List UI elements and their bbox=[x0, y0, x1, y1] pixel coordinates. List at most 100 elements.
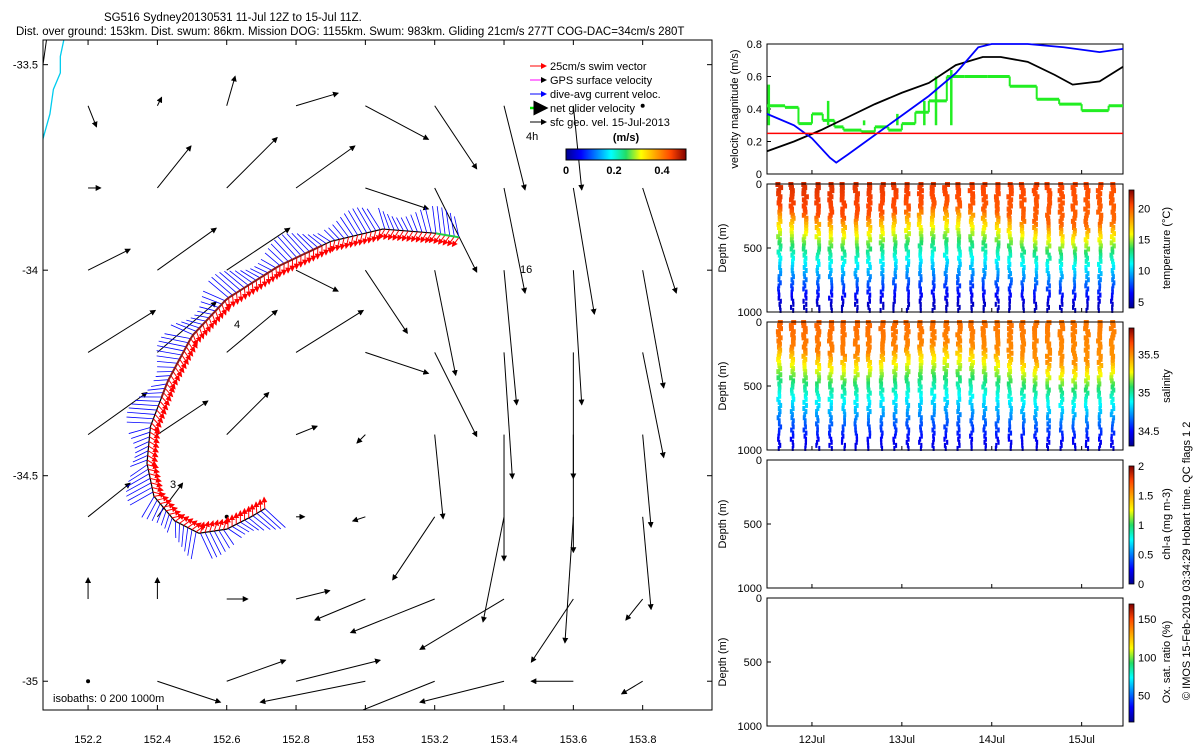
dac-vector bbox=[153, 379, 169, 382]
profile-sample bbox=[777, 295, 780, 301]
profile-sample bbox=[932, 424, 936, 430]
profile-sample bbox=[815, 268, 819, 274]
dac-vector bbox=[131, 403, 159, 407]
profile-sample bbox=[1084, 384, 1089, 390]
profile-sample bbox=[802, 271, 806, 277]
profile-sample bbox=[779, 304, 782, 310]
profile-sample bbox=[867, 323, 873, 329]
profile-sample bbox=[840, 350, 845, 356]
profile-sample bbox=[905, 271, 909, 277]
profile-sample bbox=[816, 424, 819, 430]
profile-sample bbox=[789, 363, 794, 369]
swim-vector bbox=[265, 272, 272, 285]
profile-sample bbox=[1087, 445, 1090, 451]
map-xtick-label: 153.8 bbox=[629, 734, 657, 746]
profile-sample bbox=[828, 264, 832, 270]
profile-sample bbox=[970, 194, 976, 200]
profile-sample bbox=[779, 307, 782, 313]
profile-sample bbox=[970, 274, 974, 280]
profile-sample bbox=[968, 206, 973, 212]
profile-sample bbox=[918, 225, 923, 231]
swim-vector bbox=[160, 499, 172, 506]
profile-sample bbox=[1058, 304, 1062, 310]
vel-ytick-label: 0.8 bbox=[747, 39, 762, 51]
profile-sample bbox=[931, 203, 936, 209]
profile-sample bbox=[814, 191, 820, 197]
profile-sample bbox=[855, 356, 860, 362]
profile-sample bbox=[1072, 243, 1076, 249]
profile-sample bbox=[814, 323, 820, 329]
profile-sample bbox=[1022, 301, 1025, 307]
profile-sample bbox=[1085, 439, 1088, 445]
profile-sample bbox=[804, 396, 808, 402]
profile-sample bbox=[866, 406, 870, 412]
profile-sample bbox=[997, 415, 1000, 421]
profile-sample bbox=[1060, 212, 1065, 218]
profile-sample bbox=[1097, 237, 1102, 243]
profile-sample bbox=[879, 424, 883, 430]
profile-sample bbox=[1021, 283, 1024, 289]
profile-sample bbox=[1084, 280, 1088, 286]
profile-sample bbox=[1009, 442, 1012, 448]
profile-sample bbox=[967, 188, 973, 194]
profile-sample bbox=[956, 421, 959, 427]
profile-sample bbox=[776, 353, 781, 359]
profile-sample bbox=[931, 237, 935, 243]
profile-sample bbox=[865, 332, 871, 338]
profile-sample bbox=[983, 353, 988, 359]
swim-vector bbox=[221, 303, 227, 316]
profile-sample bbox=[932, 396, 936, 402]
profile-sample bbox=[1083, 402, 1088, 408]
profile-sample bbox=[1059, 445, 1062, 451]
swim-vector bbox=[348, 235, 355, 248]
profile-sample bbox=[1098, 264, 1102, 270]
profile-sample bbox=[792, 307, 795, 313]
section-axes-frame bbox=[766, 459, 1124, 589]
swim-vector bbox=[245, 285, 252, 298]
date-tick-label: 12Jul bbox=[799, 734, 825, 746]
profile-sample bbox=[1072, 304, 1075, 310]
profile-sample bbox=[1020, 338, 1026, 344]
profile-sample bbox=[1033, 240, 1038, 246]
profile-sample bbox=[1085, 369, 1090, 375]
profile-sample bbox=[930, 264, 934, 270]
geo-vector-dot bbox=[86, 679, 91, 684]
profile-sample bbox=[956, 298, 960, 304]
profile-sample bbox=[1008, 359, 1013, 365]
profile-sample bbox=[981, 246, 985, 252]
profile-sample bbox=[1061, 433, 1064, 439]
profile-sample bbox=[931, 307, 934, 313]
profile-sample bbox=[778, 246, 783, 252]
dac-vector bbox=[277, 236, 298, 258]
profile-sample bbox=[1033, 289, 1036, 295]
profile-sample bbox=[817, 396, 821, 402]
profile-sample bbox=[804, 215, 809, 221]
profile-sample bbox=[995, 185, 1001, 191]
profile-sample bbox=[1071, 347, 1076, 353]
profile-sample bbox=[894, 430, 897, 436]
profile-sample bbox=[792, 424, 795, 430]
profile-sample bbox=[906, 387, 911, 393]
section-ytick-label: 0 bbox=[756, 317, 762, 329]
profile-sample bbox=[1072, 427, 1075, 433]
profile-sample bbox=[880, 209, 885, 215]
profile-sample bbox=[944, 218, 950, 224]
dac-vector bbox=[181, 525, 185, 547]
profile-sample bbox=[1047, 304, 1050, 310]
swim-vector bbox=[353, 234, 360, 247]
profile-sample bbox=[804, 442, 807, 448]
profile-sample bbox=[802, 359, 807, 365]
profile-sample bbox=[1032, 225, 1037, 231]
profile-sample bbox=[828, 295, 831, 301]
profile-sample bbox=[893, 240, 898, 246]
profile-sample bbox=[894, 409, 898, 415]
profile-sample bbox=[830, 280, 833, 286]
profile-sample bbox=[1060, 295, 1064, 301]
profile-sample bbox=[1108, 194, 1114, 200]
profile-sample bbox=[1046, 399, 1050, 405]
profile-sample bbox=[1046, 412, 1050, 418]
profile-sample bbox=[968, 246, 973, 252]
profile-sample bbox=[829, 399, 833, 405]
profile-sample bbox=[891, 185, 897, 191]
